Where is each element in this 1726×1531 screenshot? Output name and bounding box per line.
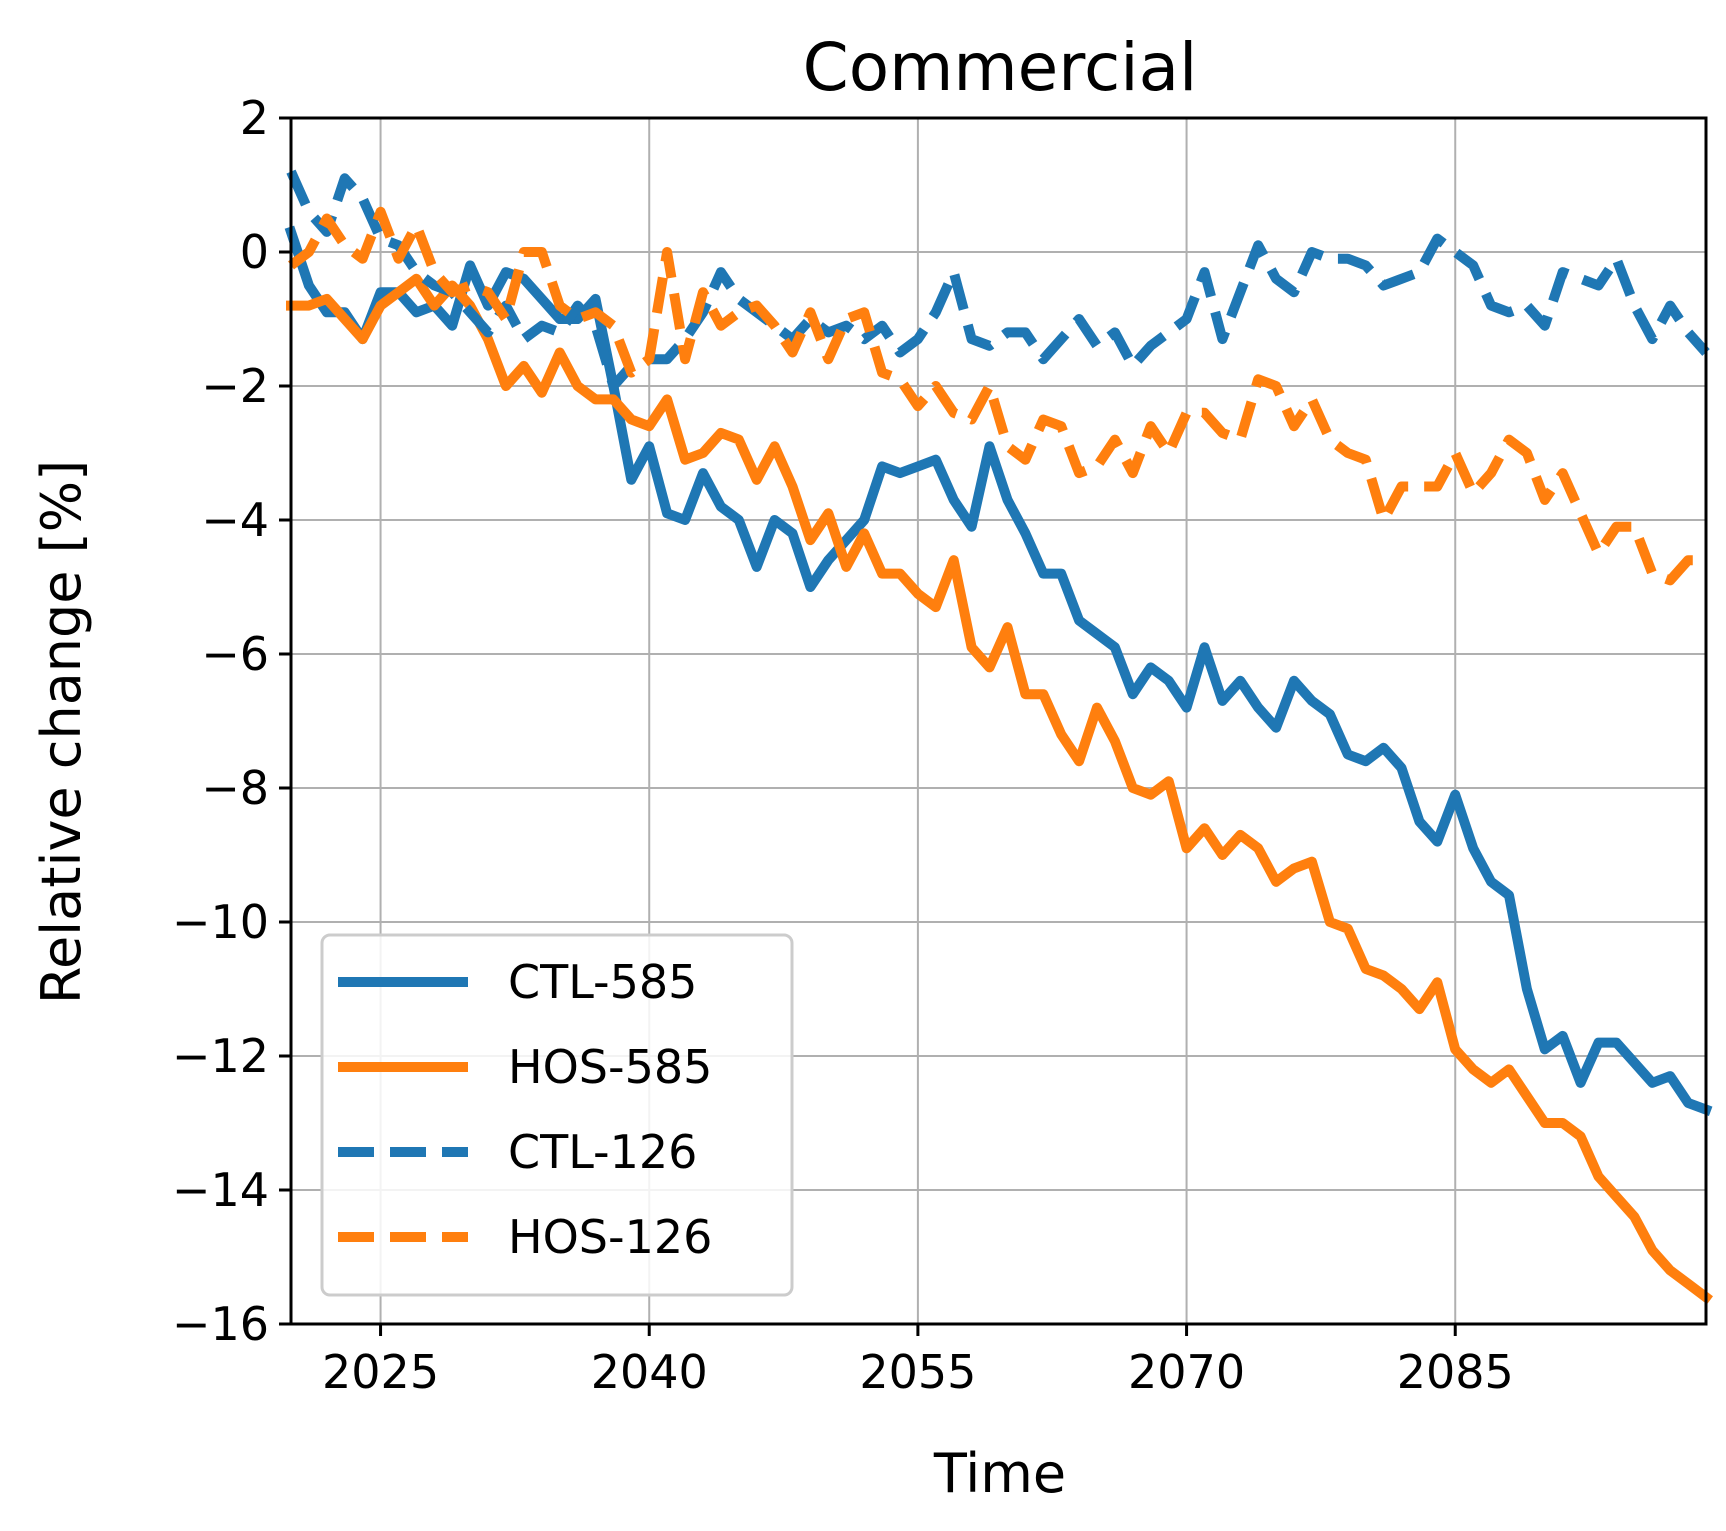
legend-label-ctl-126: CTL-126 bbox=[508, 1125, 697, 1179]
series-line-hos-585 bbox=[286, 273, 1713, 1305]
legend-label-hos-126: HOS-126 bbox=[508, 1210, 712, 1264]
axis-ticks: 2025 2040 2055 2070 2085 2 0 −2 −4 −6 −8 −10 −12 −14 −… bbox=[172, 91, 1514, 1399]
x-axis-label: Time bbox=[933, 1442, 1066, 1505]
y-tick-label: −6 bbox=[201, 627, 269, 681]
y-tick-label: −4 bbox=[201, 493, 269, 547]
series-lines bbox=[284, 169, 1713, 1305]
series-line-hos-126 bbox=[288, 206, 1706, 586]
legend-box bbox=[320, 933, 794, 1297]
x-tick-label: 2085 bbox=[1397, 1345, 1514, 1399]
y-tick-label: −2 bbox=[201, 359, 269, 413]
series-line-ctl-126 bbox=[286, 169, 1710, 391]
y-tick-label: −10 bbox=[172, 895, 269, 949]
x-tick-label: 2070 bbox=[1128, 1345, 1245, 1399]
series-line-ctl-585 bbox=[284, 225, 1713, 1117]
legend-label-ctl-585: CTL-585 bbox=[508, 955, 697, 1009]
y-tick-label: −12 bbox=[172, 1029, 269, 1083]
chart-title: Commercial bbox=[803, 29, 1198, 106]
y-axis-label: Relative change [%] bbox=[30, 460, 93, 1004]
x-tick-label: 2025 bbox=[322, 1345, 439, 1399]
legend: CTL-585 HOS-585 CTL-126 HOS-126 bbox=[320, 933, 794, 1297]
y-tick-label: 2 bbox=[240, 91, 269, 145]
y-tick-label: −16 bbox=[172, 1297, 269, 1351]
y-tick-label: −14 bbox=[172, 1163, 269, 1217]
y-tick-label: −8 bbox=[201, 761, 269, 815]
y-tick-label: 0 bbox=[240, 225, 269, 279]
x-tick-label: 2040 bbox=[591, 1345, 708, 1399]
x-tick-label: 2055 bbox=[859, 1345, 976, 1399]
plot-frame bbox=[289, 116, 1708, 1326]
legend-label-hos-585: HOS-585 bbox=[508, 1040, 712, 1094]
